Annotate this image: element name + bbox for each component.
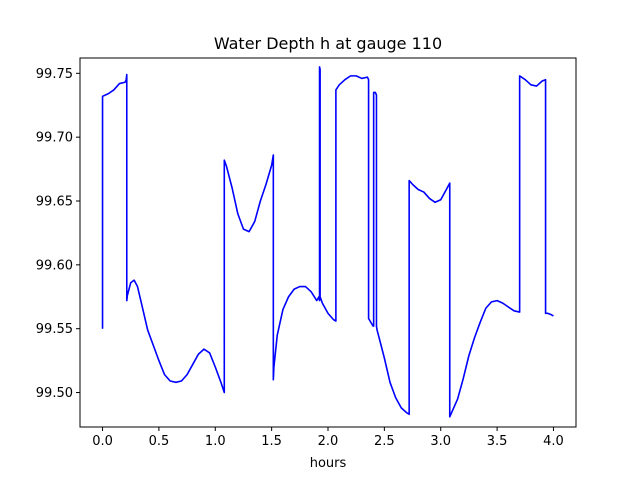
y-tick-label: 99.50 [36, 386, 73, 401]
x-axis: 0.0 0.5 1.0 1.5 2.0 2.5 3.0 3.5 4.0 [92, 427, 564, 449]
y-tick-label: 99.70 [36, 131, 73, 146]
plot-area [79, 57, 577, 428]
series-line-0 [101, 66, 554, 418]
x-tick-label: 0.0 [92, 434, 113, 449]
y-tick-label: 99.60 [36, 258, 73, 273]
y-tick-label: 99.55 [36, 322, 73, 337]
chart-title: Water Depth h at gauge 110 [214, 34, 442, 53]
axes-frame [79, 57, 577, 428]
x-tick-label: 2.0 [318, 434, 339, 449]
x-axis-label: hours [310, 456, 347, 471]
y-tick-label: 99.65 [36, 195, 73, 210]
y-tick-label: 99.75 [36, 67, 73, 82]
x-tick-label: 0.5 [149, 434, 170, 449]
y-axis: 99.50 99.55 99.60 99.65 99.70 99.75 [36, 67, 80, 401]
x-tick-label: 4.0 [543, 434, 564, 449]
x-tick-label: 3.0 [430, 434, 451, 449]
x-tick-label: 3.5 [487, 434, 508, 449]
x-tick-label: 1.0 [205, 434, 226, 449]
x-tick-label: 1.5 [261, 434, 282, 449]
x-tick-label: 2.5 [374, 434, 395, 449]
